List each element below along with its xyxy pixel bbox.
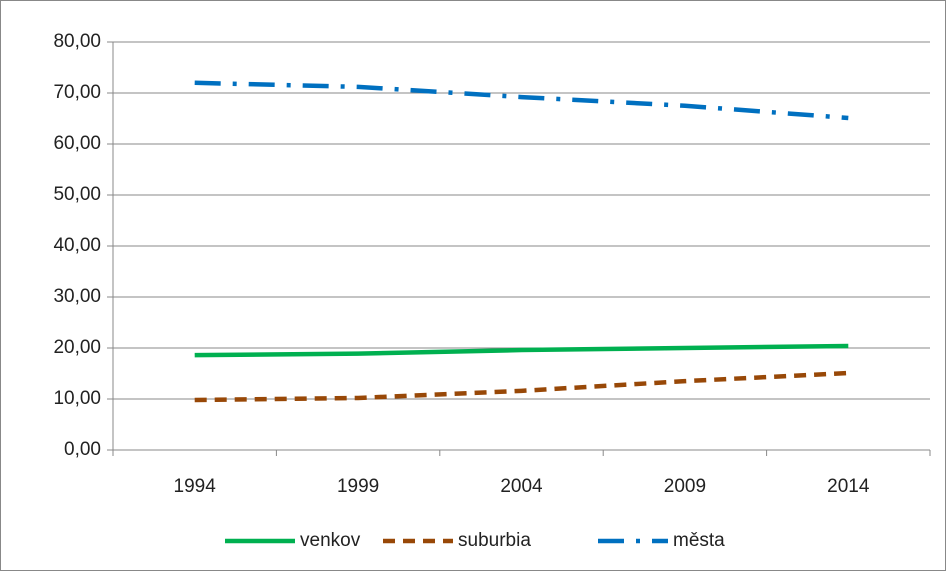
y-tick-label: 50,00 [53,184,101,205]
y-tick-label: 20,00 [53,337,101,358]
line-series [194,343,849,358]
y-tick-label: 0,00 [64,439,101,460]
line-series [194,80,849,121]
x-tick-label: 2014 [827,476,870,497]
y-tick-label: 40,00 [53,235,101,256]
legend-label: suburbia [458,530,531,551]
x-tick-label: 1994 [174,476,217,497]
line-series [194,370,849,403]
x-tick-label: 1999 [337,476,379,497]
y-tick-label: 10,00 [53,388,101,409]
y-tick-label: 70,00 [53,82,101,103]
legend-label: města [673,530,725,551]
x-tick-label: 2009 [664,476,706,497]
y-tick-label: 30,00 [53,286,101,307]
legend-label: venkov [300,530,361,551]
y-tick-label: 80,00 [53,31,101,52]
y-tick-label: 60,00 [53,133,101,154]
x-tick-label: 2004 [500,476,543,497]
